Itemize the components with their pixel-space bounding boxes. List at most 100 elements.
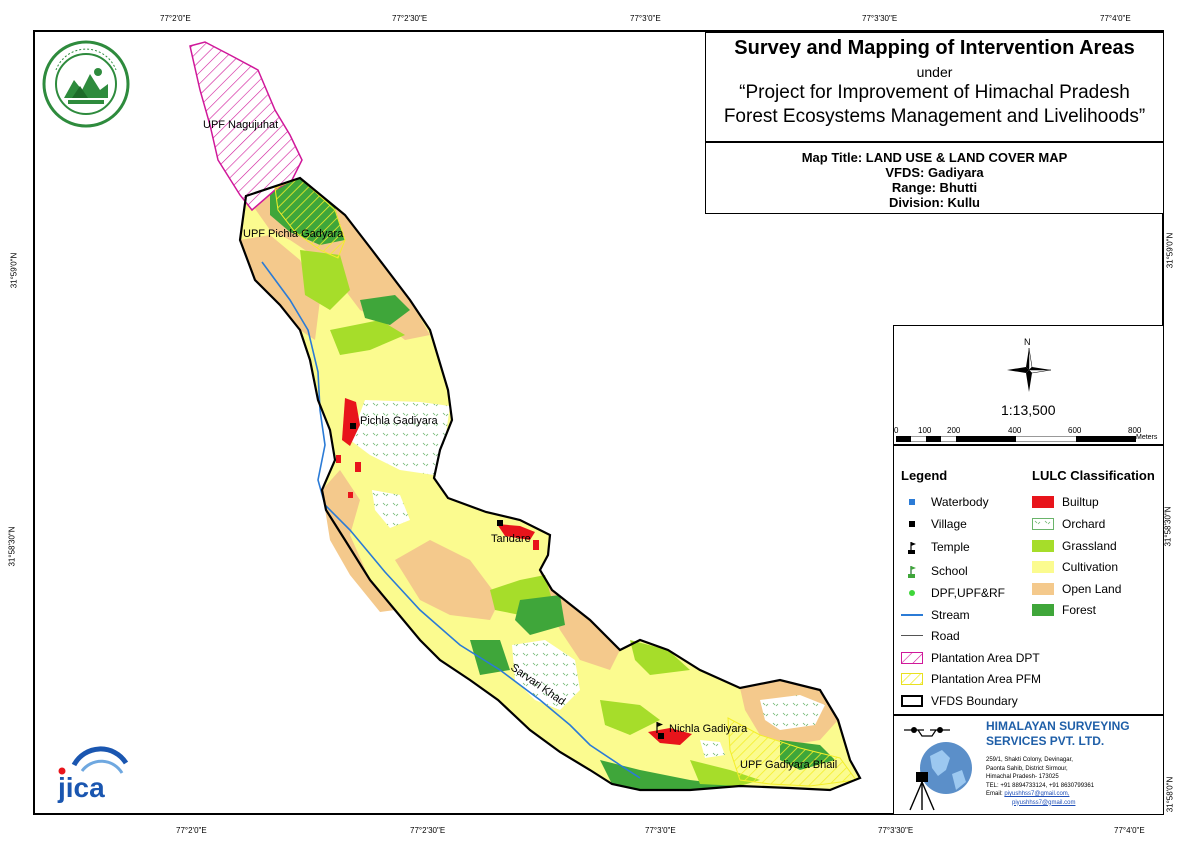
forest-patch-6	[470, 640, 510, 675]
legend-panel: Legend LULC Classification Waterbody Vil…	[893, 445, 1164, 715]
email-link-1[interactable]: piyushhss7@gmail.com,	[1004, 791, 1070, 797]
lulc-item-forest: Forest	[1032, 603, 1096, 617]
grassland-patch-5	[600, 700, 660, 735]
company-address: 259/1, Shakti Colony, Devinagar, Paonta …	[986, 757, 1095, 806]
openland-patch-3	[322, 470, 395, 612]
label-upf-nagujuhat: UPF Nagujuhat	[203, 119, 278, 131]
village-marker-pichla	[350, 423, 356, 429]
grassland-patch-1	[300, 250, 350, 310]
forest-patch-2	[360, 295, 410, 325]
builtup-nichla	[648, 728, 692, 745]
village-marker-tandare	[497, 520, 503, 526]
vfds-name: VFDS: Gadiyara	[885, 165, 984, 180]
lulc-item-builtup: Builtup	[1032, 495, 1099, 509]
lulc-item-cultivation: Cultivation	[1032, 560, 1118, 574]
graticule-bottom-3: 77°3'0"E	[645, 826, 676, 835]
north-label: N	[1024, 337, 1031, 347]
builtup-small-1	[336, 455, 341, 463]
scale-tick-200: 200	[947, 426, 961, 435]
legend-item-plantation-pfm: Plantation Area PFM	[901, 672, 1041, 686]
scale-tick-0: 0	[894, 426, 899, 435]
black-outline-icon	[901, 695, 923, 707]
grassland-patch-2	[330, 320, 405, 355]
forest-dept-logo	[42, 40, 130, 128]
grassland-swatch	[1032, 540, 1054, 552]
yellow-hatch-icon	[901, 673, 923, 685]
label-upf-bhail: UPF Gadiyara Bhail	[740, 759, 837, 771]
openland-swatch	[1032, 583, 1054, 595]
scale-panel: N 1:13,500 0 100 200 400 600 800 Meters	[893, 325, 1164, 445]
temple-icon-nichla	[656, 722, 663, 733]
lulc-item-orchard: Orchard	[1032, 517, 1105, 531]
email-link-2[interactable]: piyushhss7@gmail.com	[1012, 799, 1076, 806]
orchard-area-3	[760, 695, 825, 730]
lulc-map: UPF Nagujuhat UPF Pichla Gadyara Pichla …	[189, 41, 862, 792]
info-panel: Map Title: LAND USE & LAND COVER MAP VFD…	[705, 142, 1164, 214]
graticule-left-2: 31°58'30"N	[7, 526, 17, 567]
graticule-left-1: 31°59'0"N	[9, 252, 19, 289]
scale-ratio: 1:13,500	[1001, 402, 1056, 418]
lulc-item-grassland: Grassland	[1032, 539, 1117, 553]
label-tandare: Tandare	[491, 533, 531, 545]
jica-logo: jica	[52, 745, 132, 803]
title-project-line2: Forest Ecosystems Management and Livelih…	[723, 106, 1146, 127]
builtup-small-2	[355, 462, 361, 472]
magenta-hatch-icon	[901, 652, 923, 664]
legend-item-plantation-dpt: Plantation Area DPT	[901, 651, 1040, 665]
builtup-pichla	[342, 398, 360, 446]
graticule-top-3: 77°3'0"E	[630, 14, 661, 23]
builtup-small-4	[348, 492, 353, 498]
plantation-pfm-bhail	[727, 717, 857, 787]
legend-item-temple: Temple	[901, 540, 970, 554]
legend-item-village: Village	[901, 517, 967, 531]
graticule-top-1: 77°2'0"E	[160, 14, 191, 23]
openland-patch-5	[540, 570, 620, 670]
graticule-bottom-2: 77°2'30"E	[410, 826, 446, 835]
graticule-top-2: 77°2'30"E	[392, 14, 428, 23]
company-logo-icon	[904, 727, 972, 811]
title-under: under	[916, 64, 953, 80]
map-title: Map Title: LAND USE & LAND COVER MAP	[801, 150, 1068, 165]
grassland-patch-4	[630, 640, 690, 675]
legend-item-stream: Stream	[901, 608, 970, 622]
title-main: Survey and Mapping of Intervention Areas	[734, 37, 1135, 59]
scale-tick-100: 100	[918, 426, 932, 435]
legend-item-road: Road	[901, 629, 960, 643]
blue-line-icon	[901, 609, 923, 621]
scale-tick-600: 600	[1068, 426, 1082, 435]
builtup-tandare	[497, 524, 535, 540]
stream-sarvari-khad	[261, 261, 641, 779]
graticule-bottom-1: 77°2'0"E	[176, 826, 207, 835]
division-name: Division: Kullu	[889, 195, 980, 210]
graticule-right-3: 31°58'0"N	[1165, 776, 1175, 813]
graticule-top-5: 77°4'0"E	[1100, 14, 1131, 23]
blue-square-icon	[901, 496, 923, 508]
graticule-bottom-4: 77°3'30"E	[878, 826, 914, 835]
legend-item-school: School	[901, 564, 968, 578]
school-flag-icon	[901, 565, 923, 578]
title-panel: Survey and Mapping of Intervention Areas…	[705, 32, 1164, 142]
scale-unit: Meters	[1136, 434, 1158, 441]
forest-patch-3	[515, 595, 565, 635]
orchard-area-1	[350, 400, 450, 475]
graticule-bottom-5: 77°4'0"E	[1114, 826, 1145, 835]
temple-flag-icon	[901, 541, 923, 554]
scale-tick-400: 400	[1008, 426, 1022, 435]
legend-item-waterbody: Waterbody	[901, 495, 989, 509]
title-project-line1: “Project for Improvement of Himachal Pra…	[739, 82, 1130, 103]
vfds-boundary	[238, 176, 862, 792]
forest-swatch	[1032, 604, 1054, 616]
cultivation-swatch	[1032, 561, 1054, 573]
graticule-top-4: 77°3'30"E	[862, 14, 898, 23]
label-nichla: Nichla Gadiyara	[669, 723, 748, 735]
openland-patch-4	[395, 540, 500, 620]
orchard-area-4	[372, 490, 410, 528]
green-dot-icon	[901, 587, 923, 599]
lulc-heading: LULC Classification	[1032, 468, 1155, 483]
builtup-small-3	[533, 540, 539, 550]
label-upf-pichla: UPF Pichla Gadyara	[243, 228, 344, 240]
orchard-area-5	[700, 740, 725, 758]
scale-bar	[896, 436, 1136, 442]
range-name: Range: Bhutti	[891, 180, 978, 195]
svg-text:jica: jica	[57, 772, 105, 803]
